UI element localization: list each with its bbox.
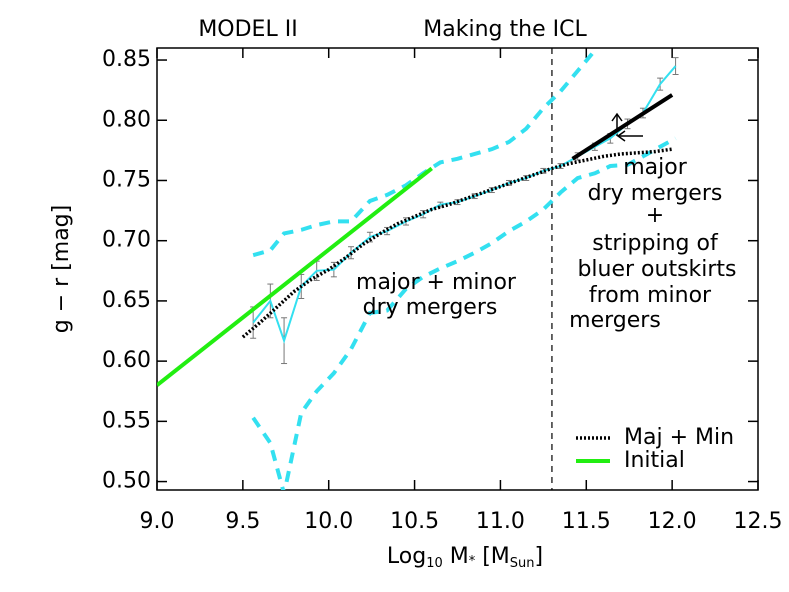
- series-line: [252, 49, 597, 258]
- y-tick-label: 0.80: [102, 107, 151, 132]
- annotation: bluer outskirts: [577, 257, 736, 282]
- y-tick-label: 0.65: [102, 288, 151, 313]
- x-axis-label: Log10 M* [MSun]: [387, 544, 543, 571]
- x-tick-label: 9.5: [225, 509, 260, 534]
- legend-label: Maj + Min: [624, 425, 734, 450]
- y-tick-label: 0.50: [102, 469, 151, 494]
- series-line: [571, 93, 674, 161]
- plot-area: [157, 48, 679, 490]
- annotation: stripping of: [592, 231, 719, 256]
- y-tick-label: 0.70: [102, 228, 151, 253]
- title-main: Making the ICL: [423, 17, 587, 42]
- annotation: +: [646, 203, 664, 228]
- title-model: MODEL II: [198, 17, 297, 42]
- y-tick-label: 0.55: [102, 408, 151, 433]
- annotation: major: [623, 155, 687, 180]
- y-axis-label: g − r [mag]: [49, 205, 74, 333]
- x-tick-label: 11.5: [562, 509, 611, 534]
- x-tick-label: 10.5: [390, 509, 439, 534]
- annotation: major + minor: [356, 270, 517, 295]
- series-line: [157, 166, 433, 387]
- legend-label: Initial: [624, 448, 685, 473]
- series-line: [241, 147, 673, 339]
- annotation: from minor: [589, 283, 712, 308]
- x-tick-label: 11.0: [476, 509, 525, 534]
- y-tick-label: 0.60: [102, 348, 151, 373]
- y-tick-label: 0.75: [102, 167, 151, 192]
- arrows: [611, 112, 643, 142]
- x-tick-label: 9.0: [140, 509, 175, 534]
- annotation: mergers: [569, 308, 661, 333]
- x-tick-label: 12.0: [648, 509, 697, 534]
- annotation: dry mergers: [588, 181, 723, 206]
- x-tick-label: 12.5: [734, 509, 783, 534]
- series-line: [251, 136, 677, 490]
- plot-frame: [156, 47, 759, 491]
- x-tick-label: 10.0: [304, 509, 353, 534]
- annotation: dry mergers: [363, 295, 498, 320]
- y-tick-label: 0.85: [102, 47, 151, 72]
